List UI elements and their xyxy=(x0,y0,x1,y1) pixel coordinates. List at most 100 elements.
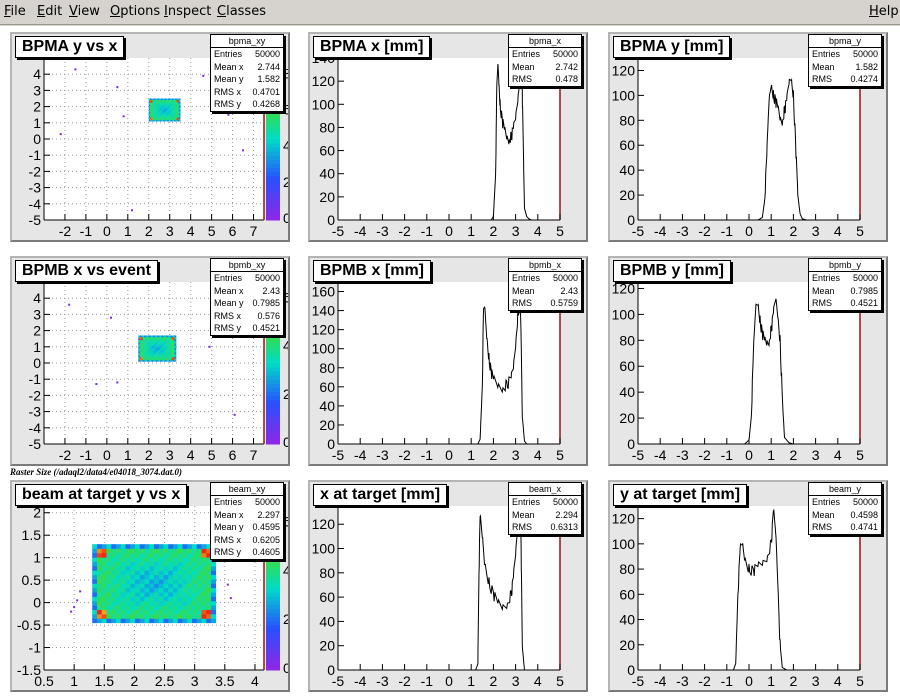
stats-value: 50000 xyxy=(552,273,578,283)
pad-x-at-target-mm[interactable]: -5 -4 -3 -2 -1 0 1 2 3 4 5 0 20 40 60 80 100 120 x at targ… xyxy=(308,480,588,692)
heatmap-cell xyxy=(157,116,159,118)
y-tick-label: 0 xyxy=(627,212,635,228)
heatmap-cell xyxy=(172,108,175,111)
heatmap-cell xyxy=(120,552,126,558)
pad-bpmb-y-mm[interactable]: -5 -4 -3 -2 -1 0 1 2 3 4 5 0 20 40 60 80 100 120 BPMB y [m… xyxy=(608,256,888,466)
heatmap-cell xyxy=(192,609,198,615)
heatmap-cell xyxy=(206,592,212,597)
heatmap-cell xyxy=(167,348,170,351)
menu-view[interactable]: View xyxy=(69,4,100,19)
heatmap-cell xyxy=(141,341,143,343)
pad-y-at-target-mm[interactable]: -5 -4 -3 -2 -1 0 1 2 3 4 5 0 20 40 60 80 100 120 y at targ… xyxy=(608,480,888,692)
palette-cell xyxy=(266,620,280,626)
menu-file[interactable]: File xyxy=(4,4,26,19)
heatmap-cell xyxy=(192,544,198,549)
heatmap-cell xyxy=(160,102,163,104)
heatmap-cell xyxy=(155,358,158,361)
y-tick-label: 60 xyxy=(619,137,635,153)
menu-edit[interactable]: Edit xyxy=(37,4,63,19)
heatmap-cell xyxy=(168,609,174,615)
heatmap-cell xyxy=(166,113,169,116)
palette-tick-label: 20 xyxy=(283,174,288,190)
heatmap-cell xyxy=(130,544,136,549)
heatmap-cell xyxy=(196,579,202,584)
heatmap-point xyxy=(227,113,230,116)
heatmap-cell xyxy=(211,561,217,567)
stats-name: bpmb_y xyxy=(809,259,881,272)
heatmap-cell xyxy=(164,346,167,349)
heatmap-cell xyxy=(168,570,174,576)
menu-inspect[interactable]: Inspect xyxy=(164,4,212,19)
heatmap-cell xyxy=(158,346,161,349)
stats-box: bpma_x Entries 50000 Mean 2.742 RMS 0.478 xyxy=(508,34,582,87)
y-tick-label: 80 xyxy=(319,119,335,135)
palette-cell xyxy=(266,588,280,593)
heatmap-cell xyxy=(148,335,151,338)
menu-bar: File Edit View Options Inspect Classes Help xyxy=(0,0,900,25)
stats-value: 0.4598 xyxy=(850,509,878,520)
heatmap-cell xyxy=(138,355,141,358)
heatmap-cell xyxy=(171,103,174,106)
stats-value: 50000 xyxy=(852,49,878,59)
heatmap-cell xyxy=(154,342,156,345)
pad-beam-at-target-y-vs-x[interactable]: 20406000.511.522.533.54-1.5-1-0.500.511.… xyxy=(10,480,290,692)
heatmap-cell xyxy=(196,570,202,576)
heatmap-cell xyxy=(96,574,103,580)
heatmap-cell xyxy=(152,103,154,106)
x-tick-label: 1 xyxy=(124,223,132,239)
heatmap-cell xyxy=(152,336,155,339)
heatmap-cell xyxy=(142,346,145,349)
heatmap-cell xyxy=(169,99,171,102)
heatmap-cell xyxy=(167,344,170,346)
heatmap-cell xyxy=(157,102,159,104)
stats-key: Mean y xyxy=(214,74,244,84)
heatmap-cell xyxy=(171,338,174,341)
stats-key: Mean x xyxy=(214,285,244,296)
heatmap-cell xyxy=(96,552,103,558)
palette-cell xyxy=(266,342,280,348)
x-tick-label: 4 xyxy=(834,447,842,463)
heatmap-cell xyxy=(154,102,157,104)
heatmap-cell xyxy=(206,583,212,589)
heatmap-cell xyxy=(173,552,179,558)
heatmap-cell xyxy=(187,561,193,567)
heatmap-cell xyxy=(157,352,159,355)
heatmap-cell xyxy=(156,102,158,104)
root-canvas[interactable]: 204060800-2-101234567-5-4-3-2-101234BPMA… xyxy=(0,26,900,700)
heatmap-cell xyxy=(157,109,159,112)
heatmap-cell xyxy=(158,345,161,348)
palette-cell xyxy=(266,215,280,221)
pad-bpmb-x-mm[interactable]: -5 -4 -3 -2 -1 0 1 2 3 4 5 0 20 40 60 80 100 120 140 160 BPM… xyxy=(308,256,588,466)
menu-classes[interactable]: Classes xyxy=(217,4,266,19)
y-tick-label: 1 xyxy=(33,550,41,566)
menu-options[interactable]: Options xyxy=(110,4,161,19)
x-tick-label: 2 xyxy=(490,673,498,689)
heatmap-cell xyxy=(144,587,150,593)
stats-row: Mean y 0.4595 xyxy=(211,521,283,534)
pad-bpma-x-mm[interactable]: -5 -4 -3 -2 -1 0 1 2 3 4 5 0 20 40 60 80 100 120 140 BPMA x… xyxy=(308,32,588,242)
heatmap-cell xyxy=(151,341,154,343)
heatmap-cell xyxy=(206,544,212,549)
heatmap-cell xyxy=(158,358,161,361)
heatmap-cell xyxy=(174,357,177,359)
heatmap-cell xyxy=(174,101,176,103)
heatmap-cell xyxy=(163,117,165,119)
heatmap-cell xyxy=(165,98,168,101)
pad-bpma-y-mm[interactable]: -5 -4 -3 -2 -1 0 1 2 3 4 5 0 20 40 60 80 100 120 BPMA y [m… xyxy=(608,32,888,242)
heatmap-cell xyxy=(151,117,153,119)
heatmap-cell xyxy=(152,359,155,362)
pad-bpma-y-vs-x[interactable]: 204060800-2-101234567-5-4-3-2-101234BPMA… xyxy=(10,32,290,242)
heatmap-cell xyxy=(96,561,103,567)
heatmap-cell xyxy=(139,344,142,346)
x-tick-label: 6 xyxy=(229,223,237,239)
heatmap-cell xyxy=(151,352,154,355)
heatmap-cell xyxy=(106,605,112,611)
menu-help[interactable]: Help xyxy=(869,4,899,19)
heatmap-cell xyxy=(157,114,159,117)
heatmap-cell xyxy=(158,118,160,121)
heatmap-cell xyxy=(192,614,198,619)
heatmap-cell xyxy=(160,103,163,106)
heatmap-cell xyxy=(177,116,180,118)
heatmap-cell xyxy=(165,101,168,103)
